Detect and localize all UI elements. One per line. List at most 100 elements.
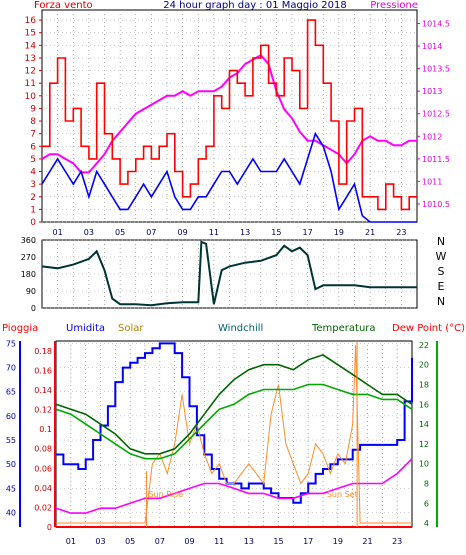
x-tick: 19 xyxy=(334,228,344,237)
y-tick-pressure: 1010.5 xyxy=(422,200,450,209)
y-tick-rain: 0.16 xyxy=(34,366,52,375)
y-tick-direction: 0 xyxy=(31,304,36,313)
x-tick: 17 xyxy=(303,537,313,546)
x-tick: 19 xyxy=(333,537,343,546)
y-tick-wind: 9 xyxy=(30,104,36,114)
y-tick-pressure: 1014 xyxy=(422,42,442,51)
series-line xyxy=(56,344,412,524)
y-tick-rain: 0.1 xyxy=(39,425,52,434)
y-tick-temperature: 14 xyxy=(419,420,429,429)
y-tick-pressure: 1014.5 xyxy=(422,20,450,29)
y-tick-humidity: 45 xyxy=(6,484,16,493)
y-tick-wind: 10 xyxy=(25,92,37,102)
y-tick-pressure: 1013.5 xyxy=(422,65,450,74)
legend-entry: Solar xyxy=(118,323,144,334)
compass-label: E xyxy=(438,280,445,293)
y-tick-wind: 16 xyxy=(25,16,37,26)
compass-label: N xyxy=(437,235,445,248)
compass-label: W xyxy=(436,250,447,263)
y-tick-pressure: 1012 xyxy=(422,132,442,141)
series-line xyxy=(56,342,413,504)
y-tick-rain: 0.04 xyxy=(34,484,52,493)
y-tick-temperature: 16 xyxy=(419,400,429,409)
y-tick-pressure: 1012.5 xyxy=(422,110,450,119)
y-tick-pressure: 1011 xyxy=(422,177,442,186)
y-tick-rain: 0.06 xyxy=(34,464,52,473)
x-tick: 03 xyxy=(95,537,105,546)
y-tick-rain: 0 xyxy=(47,523,52,532)
y-tick-rain: 0.02 xyxy=(34,503,52,512)
series-line xyxy=(41,131,417,223)
x-tick: 15 xyxy=(271,228,281,237)
x-tick: 07 xyxy=(155,537,165,546)
y-tick-humidity: 60 xyxy=(6,412,16,421)
series-line xyxy=(55,383,413,460)
y-tick-temperature: 12 xyxy=(419,440,429,449)
y-tick-wind: 14 xyxy=(25,41,37,51)
x-tick: 07 xyxy=(146,228,156,237)
x-tick: 13 xyxy=(240,228,250,237)
y-tick-temperature: 18 xyxy=(419,381,429,390)
x-tick: 23 xyxy=(392,537,402,546)
series-line xyxy=(55,354,413,455)
y-tick-temperature: 8 xyxy=(424,479,429,488)
compass-label: S xyxy=(438,265,445,278)
chart-title: 24 hour graph day : 01 Maggio 2018 xyxy=(163,0,346,11)
y-tick-humidity: 75 xyxy=(6,339,16,348)
y-tick-wind: 8 xyxy=(30,117,36,127)
x-tick: 17 xyxy=(303,228,313,237)
x-tick: 15 xyxy=(273,537,283,546)
y-tick-humidity: 50 xyxy=(6,460,16,469)
y-tick-temperature: 22 xyxy=(419,341,429,350)
y-tick-rain: 0.14 xyxy=(34,386,52,395)
y-tick-direction: 180 xyxy=(21,270,36,279)
label-pressione: Pressione xyxy=(370,0,418,11)
x-tick: 23 xyxy=(396,228,406,237)
y-tick-rain: 0.08 xyxy=(34,445,52,454)
y-tick-temperature: 4 xyxy=(424,519,429,528)
y-tick-wind: 6 xyxy=(30,142,36,152)
x-tick: 13 xyxy=(244,537,254,546)
legend-entry: Windchill xyxy=(218,323,263,334)
label-forza-vento: Forza vento xyxy=(34,0,93,11)
x-tick: 21 xyxy=(362,537,372,546)
x-tick: 05 xyxy=(115,228,125,237)
x-tick: 11 xyxy=(209,228,219,237)
y-tick-wind: 3 xyxy=(30,180,36,190)
x-tick: 11 xyxy=(214,537,224,546)
y-tick-wind: 1 xyxy=(30,205,36,215)
y-tick-humidity: 55 xyxy=(6,436,16,445)
y-tick-humidity: 40 xyxy=(6,509,16,518)
legend-entry: Dew Point (°C) xyxy=(392,323,465,334)
legend-entry: Temperatura xyxy=(311,323,376,334)
compass-label: N xyxy=(437,295,445,308)
annotation-sun-set: Sun Set xyxy=(327,490,358,499)
y-tick-pressure: 1013 xyxy=(422,87,442,96)
y-tick-wind: 12 xyxy=(25,67,36,77)
series-line xyxy=(55,458,413,514)
y-tick-wind: 11 xyxy=(25,79,36,89)
y-tick-wind: 15 xyxy=(25,29,36,39)
y-tick-direction: 270 xyxy=(21,253,36,262)
y-tick-pressure: 1011.5 xyxy=(422,155,450,164)
x-tick: 05 xyxy=(125,537,135,546)
y-tick-direction: 90 xyxy=(26,287,36,296)
y-tick-temperature: 20 xyxy=(419,361,429,370)
y-tick-wind: 4 xyxy=(30,168,36,178)
series-line xyxy=(41,240,417,307)
annotation-sun-rise: Sun Rise xyxy=(148,490,183,499)
y-tick-temperature: 10 xyxy=(419,460,429,469)
x-tick: 01 xyxy=(66,537,76,546)
x-tick: 03 xyxy=(84,228,94,237)
legend-entry: Umidita xyxy=(66,323,105,334)
y-tick-direction: 360 xyxy=(21,236,36,245)
series-line xyxy=(42,19,417,211)
y-tick-rain: 0.12 xyxy=(34,406,52,415)
y-tick-temperature: 6 xyxy=(424,499,429,508)
y-tick-humidity: 65 xyxy=(6,388,16,397)
x-tick: 09 xyxy=(184,537,194,546)
y-tick-wind: 0 xyxy=(30,218,36,228)
y-tick-wind: 5 xyxy=(30,155,36,165)
y-tick-wind: 2 xyxy=(30,193,36,203)
